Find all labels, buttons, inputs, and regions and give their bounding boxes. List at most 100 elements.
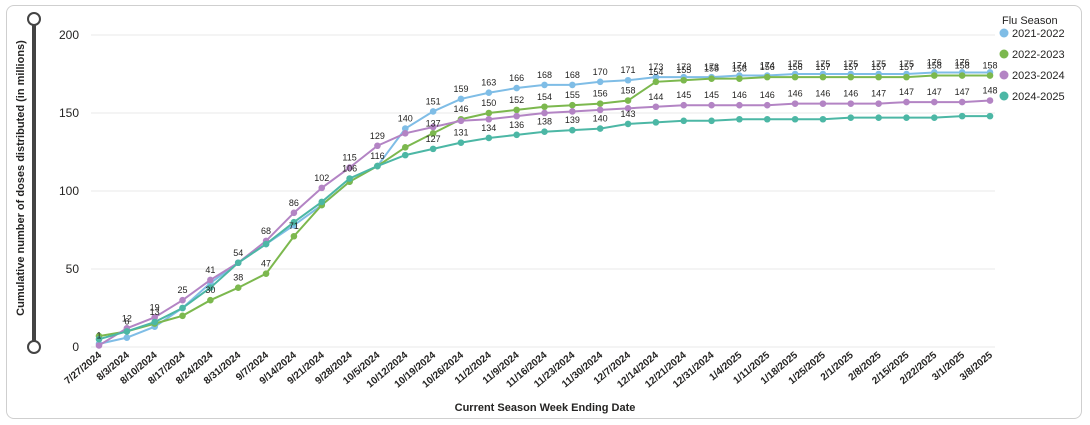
data-point[interactable] <box>318 184 326 192</box>
data-point[interactable] <box>708 75 715 82</box>
data-point[interactable] <box>151 314 158 321</box>
data-point[interactable] <box>875 100 882 107</box>
data-point[interactable] <box>624 120 632 128</box>
data-point[interactable] <box>429 123 437 131</box>
data-point[interactable] <box>596 100 604 107</box>
data-point[interactable] <box>262 240 270 248</box>
legend-item[interactable]: 2024-2025 <box>999 91 1065 103</box>
data-point[interactable] <box>652 78 660 86</box>
data-point[interactable] <box>374 162 381 170</box>
data-point[interactable] <box>346 175 353 182</box>
data-point[interactable] <box>680 101 688 109</box>
data-point[interactable] <box>763 101 771 109</box>
data-point[interactable] <box>207 276 214 284</box>
data-point[interactable] <box>401 144 409 151</box>
data-point[interactable] <box>958 98 966 106</box>
data-point[interactable] <box>541 128 548 136</box>
data-point[interactable] <box>791 100 799 107</box>
data-point[interactable] <box>819 73 827 81</box>
data-point[interactable] <box>986 112 994 120</box>
data-point[interactable] <box>485 109 493 117</box>
zoom-slider-handle-bottom[interactable] <box>27 340 41 354</box>
data-point[interactable] <box>290 218 298 226</box>
data-point[interactable] <box>624 97 632 104</box>
data-point[interactable] <box>234 259 242 267</box>
data-point[interactable] <box>847 100 855 107</box>
data-point[interactable] <box>624 105 632 112</box>
data-point[interactable] <box>485 134 493 142</box>
data-point[interactable] <box>819 115 827 123</box>
data-point[interactable] <box>234 284 242 292</box>
data-point[interactable] <box>318 198 326 206</box>
data-point[interactable] <box>290 209 298 217</box>
data-point[interactable] <box>513 84 520 92</box>
data-point[interactable] <box>541 103 548 111</box>
data-point[interactable] <box>791 115 799 123</box>
data-point[interactable] <box>819 100 827 107</box>
data-point[interactable] <box>429 145 437 153</box>
data-point[interactable] <box>624 76 632 84</box>
legend-item[interactable]: 2022-2023 <box>999 49 1065 61</box>
data-point[interactable] <box>346 164 353 171</box>
data-point[interactable] <box>903 98 910 106</box>
data-point[interactable] <box>680 117 688 125</box>
data-point[interactable] <box>569 81 576 89</box>
data-point[interactable] <box>708 117 715 125</box>
data-point[interactable] <box>736 115 743 123</box>
data-point[interactable] <box>374 142 381 150</box>
data-point[interactable] <box>151 318 158 326</box>
data-point[interactable] <box>958 72 966 79</box>
data-point[interactable] <box>95 342 103 349</box>
data-point[interactable] <box>123 334 131 341</box>
data-point[interactable] <box>596 125 604 132</box>
zoom-slider-handle-top[interactable] <box>27 12 41 26</box>
data-point[interactable] <box>207 296 214 304</box>
data-point[interactable] <box>429 129 437 137</box>
data-point[interactable] <box>791 73 799 81</box>
data-point[interactable] <box>708 101 715 109</box>
vertical-zoom-slider[interactable] <box>27 12 41 354</box>
data-point[interactable] <box>290 232 298 240</box>
data-point[interactable] <box>986 72 994 79</box>
data-point[interactable] <box>485 89 493 97</box>
data-point[interactable] <box>457 95 465 103</box>
data-point[interactable] <box>903 73 910 81</box>
data-point[interactable] <box>262 270 270 277</box>
data-point[interactable] <box>763 73 771 81</box>
data-point[interactable] <box>931 114 938 121</box>
data-point[interactable] <box>207 284 214 292</box>
data-point[interactable] <box>652 103 660 111</box>
data-point[interactable] <box>401 125 409 132</box>
data-point[interactable] <box>95 335 103 343</box>
data-point[interactable] <box>457 139 465 146</box>
data-point[interactable] <box>401 151 409 159</box>
data-point[interactable] <box>569 108 576 115</box>
data-point[interactable] <box>596 106 604 114</box>
data-point[interactable] <box>958 112 966 120</box>
legend-item[interactable]: 2023-2024 <box>999 70 1065 82</box>
data-point[interactable] <box>485 115 493 123</box>
data-point[interactable] <box>652 119 660 126</box>
data-point[interactable] <box>429 108 437 115</box>
data-point[interactable] <box>179 304 186 312</box>
data-point[interactable] <box>736 101 743 109</box>
data-point[interactable] <box>541 81 548 89</box>
data-point[interactable] <box>179 312 186 320</box>
data-point[interactable] <box>763 115 771 123</box>
data-point[interactable] <box>457 117 465 125</box>
legend-item[interactable]: 2021-2022 <box>999 28 1065 40</box>
data-point[interactable] <box>123 328 131 335</box>
data-point[interactable] <box>569 126 576 134</box>
data-point[interactable] <box>513 112 520 120</box>
data-point[interactable] <box>875 73 882 81</box>
data-point[interactable] <box>513 106 520 114</box>
data-point[interactable] <box>680 76 688 84</box>
data-point[interactable] <box>513 131 520 139</box>
data-point[interactable] <box>847 73 855 81</box>
data-point[interactable] <box>847 114 855 121</box>
data-point[interactable] <box>569 101 576 109</box>
data-point[interactable] <box>652 73 660 81</box>
data-point[interactable] <box>931 98 938 106</box>
data-point[interactable] <box>875 114 882 121</box>
data-point[interactable] <box>931 72 938 79</box>
